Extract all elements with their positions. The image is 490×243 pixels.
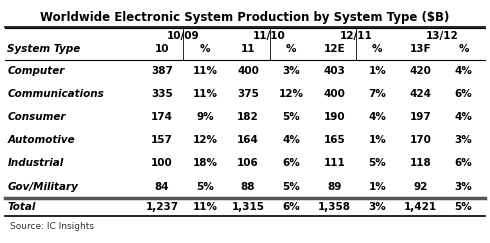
- Text: 92: 92: [413, 182, 428, 191]
- Text: Automotive: Automotive: [7, 135, 75, 145]
- Text: 190: 190: [323, 112, 345, 122]
- Text: 375: 375: [237, 89, 259, 99]
- Text: 12%: 12%: [193, 135, 218, 145]
- Text: 4%: 4%: [455, 66, 472, 76]
- Text: 3%: 3%: [368, 202, 386, 212]
- Text: Communications: Communications: [7, 89, 104, 99]
- Text: 7%: 7%: [368, 89, 386, 99]
- Text: Consumer: Consumer: [7, 112, 66, 122]
- Text: Gov/Military: Gov/Military: [7, 182, 78, 191]
- Text: 3%: 3%: [455, 135, 472, 145]
- Text: 3%: 3%: [455, 182, 472, 191]
- Text: 1%: 1%: [368, 182, 386, 191]
- Text: Total: Total: [7, 202, 36, 212]
- Text: 182: 182: [237, 112, 259, 122]
- Text: %: %: [458, 43, 469, 54]
- Text: 420: 420: [410, 66, 431, 76]
- Text: 18%: 18%: [193, 158, 218, 168]
- Text: 164: 164: [237, 135, 259, 145]
- Text: 403: 403: [323, 66, 345, 76]
- Text: 424: 424: [410, 89, 432, 99]
- Text: 111: 111: [323, 158, 345, 168]
- Text: Worldwide Electronic System Production by System Type ($B): Worldwide Electronic System Production b…: [40, 11, 450, 24]
- Text: 1,315: 1,315: [232, 202, 265, 212]
- Text: 5%: 5%: [368, 158, 386, 168]
- Text: 4%: 4%: [368, 112, 386, 122]
- Text: Computer: Computer: [7, 66, 65, 76]
- Text: 1%: 1%: [368, 66, 386, 76]
- Text: 4%: 4%: [282, 135, 300, 145]
- Text: 335: 335: [151, 89, 173, 99]
- Text: 6%: 6%: [282, 158, 300, 168]
- Text: 11%: 11%: [193, 66, 218, 76]
- Text: 13F: 13F: [410, 43, 431, 54]
- Text: %: %: [286, 43, 296, 54]
- Text: 10: 10: [155, 43, 169, 54]
- Text: 174: 174: [151, 112, 173, 122]
- Text: 170: 170: [410, 135, 431, 145]
- Text: 84: 84: [154, 182, 169, 191]
- Text: 106: 106: [237, 158, 259, 168]
- Text: 400: 400: [237, 66, 259, 76]
- Text: 6%: 6%: [282, 202, 300, 212]
- Text: 11%: 11%: [193, 202, 218, 212]
- Text: 88: 88: [241, 182, 255, 191]
- Text: 1%: 1%: [368, 135, 386, 145]
- Text: 100: 100: [151, 158, 173, 168]
- Text: 89: 89: [327, 182, 342, 191]
- Text: %: %: [200, 43, 210, 54]
- Text: 118: 118: [410, 158, 431, 168]
- Text: 5%: 5%: [196, 182, 214, 191]
- Text: 157: 157: [151, 135, 173, 145]
- Text: 1,421: 1,421: [404, 202, 437, 212]
- Text: 10/09: 10/09: [167, 31, 200, 42]
- Text: 5%: 5%: [455, 202, 472, 212]
- Text: 9%: 9%: [196, 112, 214, 122]
- Text: System Type: System Type: [7, 43, 80, 54]
- Text: 6%: 6%: [455, 158, 472, 168]
- Text: 3%: 3%: [282, 66, 300, 76]
- Text: 5%: 5%: [282, 182, 300, 191]
- Text: 400: 400: [323, 89, 345, 99]
- Text: 13/12: 13/12: [426, 31, 458, 42]
- Text: 6%: 6%: [455, 89, 472, 99]
- Text: 12E: 12E: [323, 43, 345, 54]
- Text: Source: IC Insights: Source: IC Insights: [10, 222, 94, 231]
- Text: 165: 165: [323, 135, 345, 145]
- Text: 11/10: 11/10: [253, 31, 286, 42]
- Text: %: %: [372, 43, 383, 54]
- Text: 4%: 4%: [455, 112, 472, 122]
- Text: 12/11: 12/11: [340, 31, 372, 42]
- Text: 197: 197: [410, 112, 431, 122]
- Text: 387: 387: [151, 66, 173, 76]
- Text: Industrial: Industrial: [7, 158, 64, 168]
- Text: 12%: 12%: [279, 89, 304, 99]
- Text: 11: 11: [241, 43, 255, 54]
- Text: 1,237: 1,237: [146, 202, 178, 212]
- Text: 1,358: 1,358: [318, 202, 351, 212]
- Text: 11%: 11%: [193, 89, 218, 99]
- Text: 5%: 5%: [282, 112, 300, 122]
